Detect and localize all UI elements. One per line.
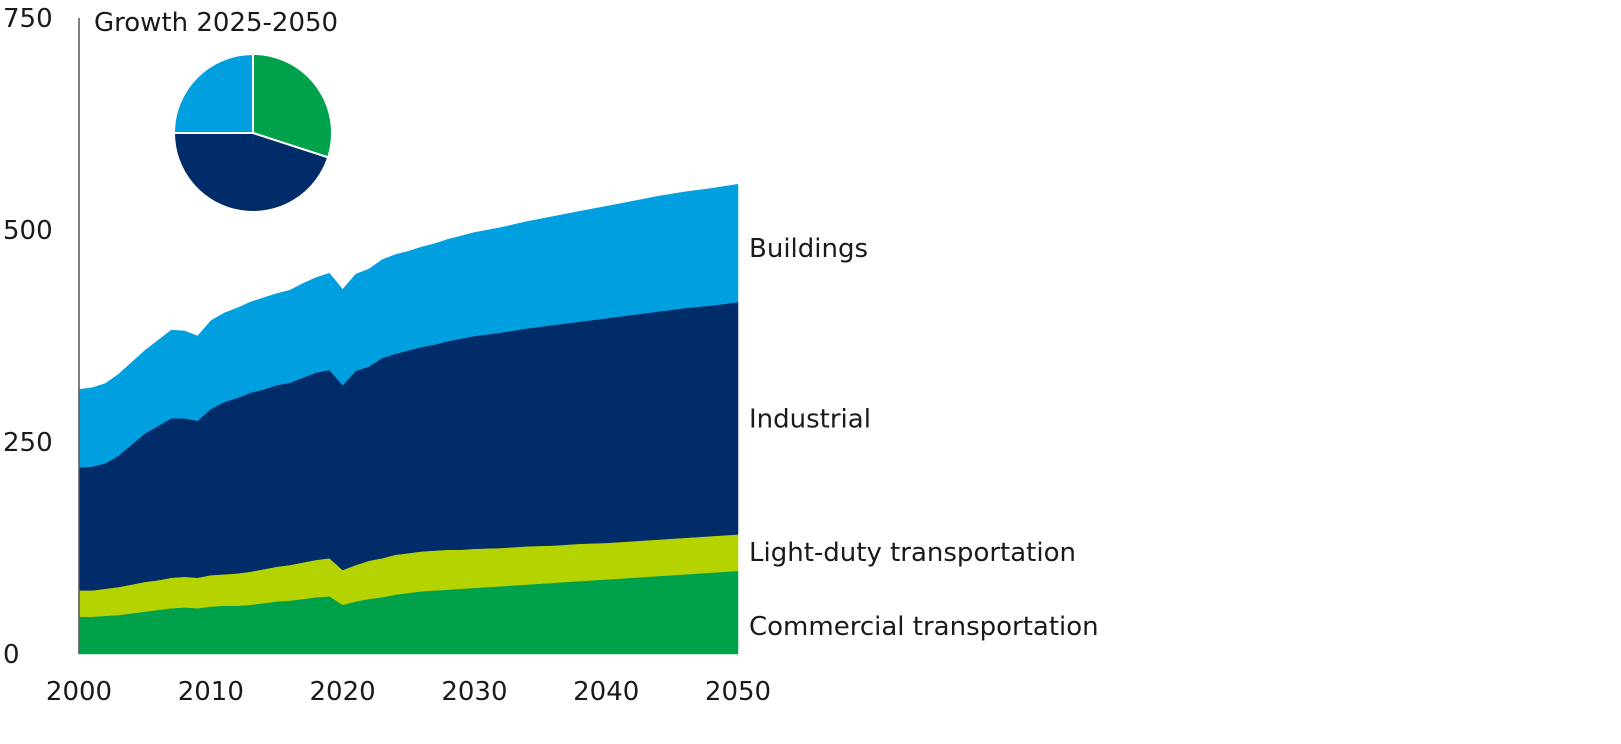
pie-slice-industrial bbox=[172, 132, 330, 213]
x-tick-label: 2030 bbox=[441, 677, 507, 707]
y-tick-label: 250 bbox=[3, 428, 53, 458]
x-tick-label: 2040 bbox=[573, 677, 639, 707]
label-industrial: Industrial bbox=[749, 404, 871, 434]
y-tick-label: 500 bbox=[3, 216, 53, 246]
pie-slice-buildings bbox=[172, 52, 254, 134]
x-tick-label: 2000 bbox=[46, 677, 112, 707]
y-tick-label: 750 bbox=[3, 4, 53, 34]
pie-slice-commercial-transportation bbox=[252, 52, 333, 159]
y-axis-ticks: 0 250 500 750 bbox=[3, 4, 53, 670]
x-tick-label: 2010 bbox=[178, 677, 244, 707]
pie-slices bbox=[172, 52, 333, 213]
series-labels: Commercial transportation Light-duty tran… bbox=[749, 234, 1099, 642]
stacked-areas bbox=[78, 183, 739, 655]
label-commercial-transportation: Commercial transportation bbox=[749, 612, 1099, 642]
y-tick-label: 0 bbox=[3, 640, 20, 670]
pie-title: Growth 2025-2050 bbox=[94, 8, 338, 38]
x-axis-ticks: 2000 2010 2020 2030 2040 2050 bbox=[46, 677, 771, 707]
label-light-duty-transportation: Light-duty transportation bbox=[749, 538, 1076, 568]
area-buildings bbox=[78, 183, 739, 468]
x-tick-label: 2020 bbox=[310, 677, 376, 707]
x-tick-label: 2050 bbox=[705, 677, 771, 707]
growth-pie-chart: Growth 2025-2050 bbox=[94, 8, 338, 213]
label-buildings: Buildings bbox=[749, 234, 868, 264]
